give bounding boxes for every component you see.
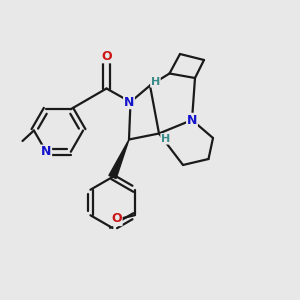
Text: N: N (187, 113, 197, 127)
Text: N: N (124, 95, 134, 109)
Text: O: O (111, 212, 122, 225)
Polygon shape (109, 140, 129, 178)
Text: N: N (41, 145, 51, 158)
Text: H: H (151, 77, 160, 87)
Text: O: O (101, 50, 112, 63)
Text: H: H (161, 134, 170, 144)
